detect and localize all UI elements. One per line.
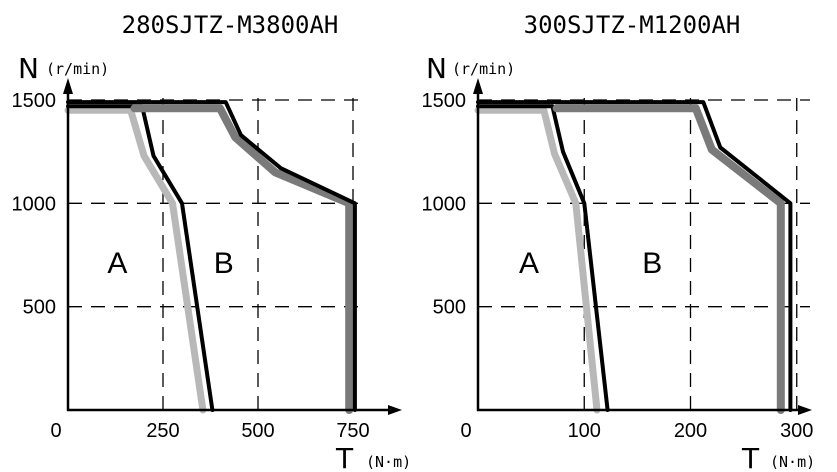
region-label-b: B <box>214 247 234 280</box>
x-tick-label: 100 <box>568 420 601 442</box>
origin-label: 0 <box>50 420 61 442</box>
characteristic-curve <box>552 104 785 414</box>
y-axis-unit: (r/min) <box>46 60 109 78</box>
characteristic-curve <box>66 104 215 412</box>
x-axis-symbol: T <box>335 442 354 472</box>
y-axis-unit: (r/min) <box>452 60 515 78</box>
origin-label: 0 <box>460 420 471 442</box>
characteristic-curve <box>66 100 357 412</box>
y-tick-label: 1500 <box>12 90 57 112</box>
characteristic-curve <box>474 106 601 414</box>
x-axis-unit: (N·m) <box>770 453 815 471</box>
region-label-a: A <box>107 247 127 280</box>
y-tick-label: 1000 <box>422 193 467 215</box>
characteristic-curve <box>476 100 793 412</box>
y-tick-label: 500 <box>433 297 466 319</box>
x-axis-arrow <box>798 405 812 415</box>
characteristic-curve <box>130 104 354 414</box>
y-axis-arrow <box>473 78 483 94</box>
y-tick-label: 500 <box>23 297 56 319</box>
chart-title: 300SJTZ-M1200AH <box>524 11 741 39</box>
characteristic-curve <box>476 104 610 412</box>
x-tick-label: 300 <box>780 420 813 442</box>
chart-title: 280SJTZ-M3800AH <box>122 11 339 39</box>
region-label-b: B <box>642 247 662 280</box>
region-label-a: A <box>519 247 539 280</box>
x-tick-label: 200 <box>674 420 707 442</box>
x-tick-label: 250 <box>146 420 179 442</box>
y-axis-symbol: N <box>426 52 447 85</box>
y-axis-symbol: N <box>18 52 39 85</box>
x-tick-label: 500 <box>241 420 274 442</box>
y-tick-label: 1000 <box>12 193 57 215</box>
x-axis-arrow <box>388 405 402 415</box>
y-tick-label: 1500 <box>422 90 467 112</box>
x-tick-label: 750 <box>336 420 369 442</box>
x-axis-symbol: T <box>741 442 760 472</box>
y-axis-arrow <box>63 78 73 94</box>
x-axis-unit: (N·m) <box>366 453 411 471</box>
characteristic-curve <box>64 106 207 414</box>
